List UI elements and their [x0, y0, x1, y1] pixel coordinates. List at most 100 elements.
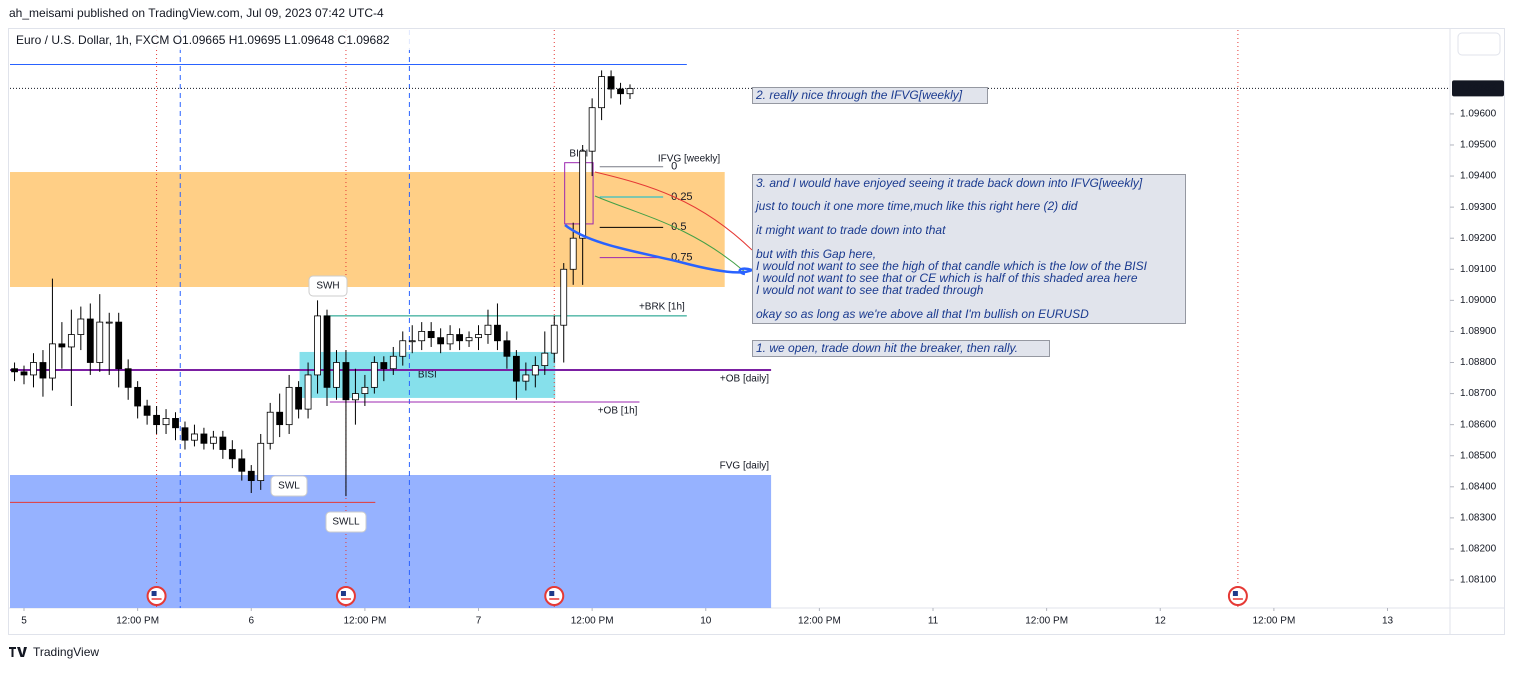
candle-body	[550, 324, 558, 354]
x-tick-label: 12:00 PM	[343, 616, 386, 627]
candle-body	[541, 352, 549, 367]
zone	[10, 172, 725, 287]
candle-body	[191, 433, 198, 441]
y-tick-label: 1.08600	[1460, 419, 1497, 430]
candle-body	[569, 237, 577, 270]
swing-badge	[325, 511, 367, 533]
candle-body	[67, 334, 75, 348]
fib-label: 0.5	[671, 221, 686, 233]
candle-body	[512, 355, 520, 382]
candle-body	[314, 315, 321, 376]
candle-body	[456, 334, 463, 342]
x-tick-label: 11	[928, 616, 939, 627]
x-tick-label: 12:00 PM	[116, 616, 159, 627]
zone-label: FVG [daily]	[720, 461, 770, 472]
y-tick-label: 1.08100	[1460, 575, 1497, 586]
candle-body	[162, 418, 170, 426]
y-tick-label: 1.08700	[1460, 388, 1497, 399]
note-text: 2. really nice through the IFVG[weekly]	[755, 88, 963, 102]
candle-body	[475, 334, 482, 339]
zone-label: BISI	[569, 148, 588, 159]
candle-body	[285, 386, 293, 426]
x-tick-label: 10	[700, 616, 712, 627]
swing-label: SWL	[278, 481, 300, 492]
candle-body	[446, 334, 454, 345]
candle-body	[522, 374, 530, 382]
x-tick-label: 7	[476, 616, 482, 627]
flag-icon	[340, 591, 346, 596]
y-tick-label: 1.09200	[1460, 233, 1497, 244]
candle-body	[276, 411, 284, 426]
x-tick-label: 6	[248, 616, 254, 627]
candle-body	[77, 318, 85, 335]
candle-body	[352, 393, 359, 401]
flag-icon	[1232, 591, 1238, 596]
candle-body	[181, 427, 189, 441]
candle-body	[200, 433, 208, 444]
brand-logo	[9, 647, 27, 657]
note-text: but with this Gap here,	[756, 247, 876, 261]
drawing-curve	[594, 171, 753, 251]
level-label: +OB [daily]	[720, 374, 769, 385]
candle-body	[247, 470, 255, 481]
x-tick-label: 12	[1155, 616, 1167, 627]
swing-label: SWLL	[332, 517, 360, 528]
zones	[10, 162, 772, 608]
scale-button[interactable]	[1457, 32, 1501, 56]
x-tick-label: 12:00 PM	[1252, 616, 1295, 627]
note-box	[752, 174, 1186, 324]
flag-icon	[151, 591, 157, 596]
candle-body	[209, 436, 217, 444]
swing-label: SWH	[316, 281, 339, 292]
frame	[8, 28, 1505, 635]
y-tick-label: 1.08200	[1460, 544, 1497, 555]
candle-body	[494, 324, 501, 342]
y-tick-label: 1.09000	[1460, 295, 1497, 306]
candle-body	[342, 362, 350, 401]
candle-body	[389, 355, 397, 370]
candle-body	[105, 321, 113, 324]
candle-body	[579, 150, 587, 239]
candle-body	[20, 371, 28, 376]
y-tick-label: 1.08500	[1460, 450, 1497, 461]
candle-body	[172, 418, 179, 429]
zone	[564, 162, 594, 225]
level-label: +BRK [1h]	[639, 302, 685, 313]
note-box	[752, 87, 988, 104]
y-tick-label: 1.09500	[1460, 140, 1497, 151]
x-tick-label: 12:00 PM	[571, 616, 614, 627]
zone	[10, 474, 772, 608]
symbol-legend: Euro / U.S. Dollar, 1h, FXCM O1.09665 H1…	[16, 33, 390, 47]
y-tick-label: 1.08300	[1460, 513, 1497, 524]
swing-badge	[270, 475, 308, 497]
x-tick-label: 12:00 PM	[1025, 616, 1068, 627]
y-tick-label: 1.08900	[1460, 326, 1497, 337]
candle-body	[238, 458, 246, 472]
note-box	[752, 340, 1050, 357]
note-text: I would not want to see the high of that…	[756, 259, 1148, 273]
candle-body	[437, 337, 445, 345]
candle-body	[143, 405, 151, 416]
brand-name: TradingView	[33, 645, 99, 659]
candle-body	[58, 343, 66, 348]
level-label: +OB [1h]	[598, 406, 638, 417]
published-line: ah_meisami published on TradingView.com,…	[9, 6, 384, 20]
candle-body	[361, 386, 369, 394]
candle-body	[560, 268, 568, 326]
candle-body	[380, 362, 388, 370]
candle-body	[626, 88, 634, 95]
y-tick-label: 1.09100	[1460, 264, 1497, 275]
candle-body	[304, 374, 312, 410]
drawing-curve	[564, 224, 756, 276]
candle-body	[96, 321, 104, 363]
candle-body	[607, 76, 615, 90]
candle-body	[228, 449, 236, 460]
price-tag	[1452, 80, 1504, 97]
candle-body	[399, 340, 407, 357]
candle-body	[124, 368, 132, 388]
candle-body	[588, 107, 596, 152]
fib-label: 0	[671, 161, 677, 173]
note-text: I would not want to see that or CE which…	[756, 271, 1138, 285]
plot: FVG [daily] BISI BISI +BRK [1h] +OB [daily] +…	[10, 30, 1504, 627]
